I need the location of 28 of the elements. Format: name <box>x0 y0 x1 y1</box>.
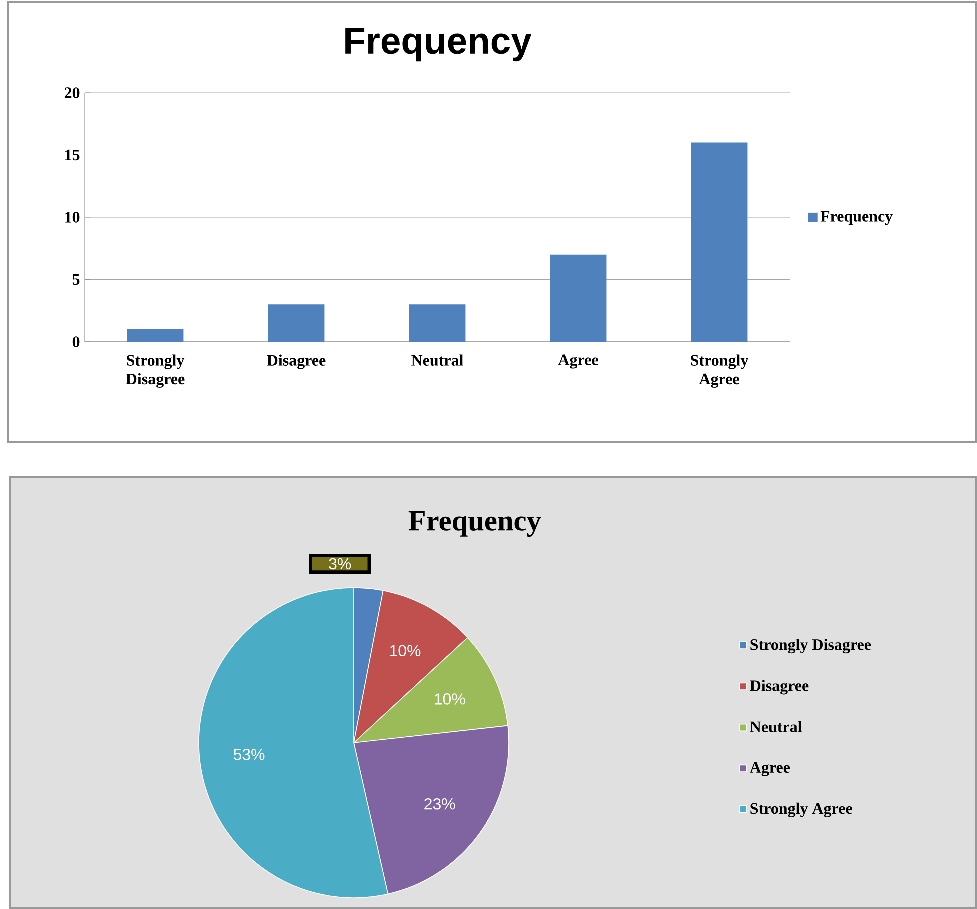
x-tick-label: Strongly Agree <box>691 354 749 388</box>
legend-label: Strongly Disagree <box>750 639 872 654</box>
data-label: 3% <box>329 558 352 570</box>
y-tick-label: 20 <box>64 88 80 98</box>
legend-label: Disagree <box>750 680 809 695</box>
x-tick-label: Disagree <box>267 354 326 370</box>
y-tick-label: 10 <box>66 212 80 223</box>
legend-label: Strongly Agree <box>750 802 852 818</box>
x-tick-label: Strongly Disagree <box>126 354 185 388</box>
x-tick-label: Neutral <box>412 354 464 366</box>
y-tick-label: 15 <box>66 150 80 161</box>
y-tick-label: 5 <box>72 274 80 286</box>
data-label: 23% <box>424 798 456 810</box>
bar <box>691 142 748 342</box>
bar <box>268 304 325 342</box>
data-label: 10% <box>390 645 421 657</box>
legend-label: Neutral <box>750 721 802 732</box>
data-label: 53% <box>234 749 265 760</box>
bar <box>550 254 607 342</box>
legend-label: Agree <box>750 762 790 776</box>
x-tick-label: Agree <box>558 354 598 369</box>
bar <box>127 330 184 342</box>
data-label: 10% <box>435 694 466 705</box>
legend-label: Frequency <box>820 211 893 226</box>
chart-title: Frequency <box>408 511 542 537</box>
bar <box>409 304 466 342</box>
chart-title: Frequency <box>346 28 532 62</box>
y-tick-label: 0 <box>72 336 80 348</box>
